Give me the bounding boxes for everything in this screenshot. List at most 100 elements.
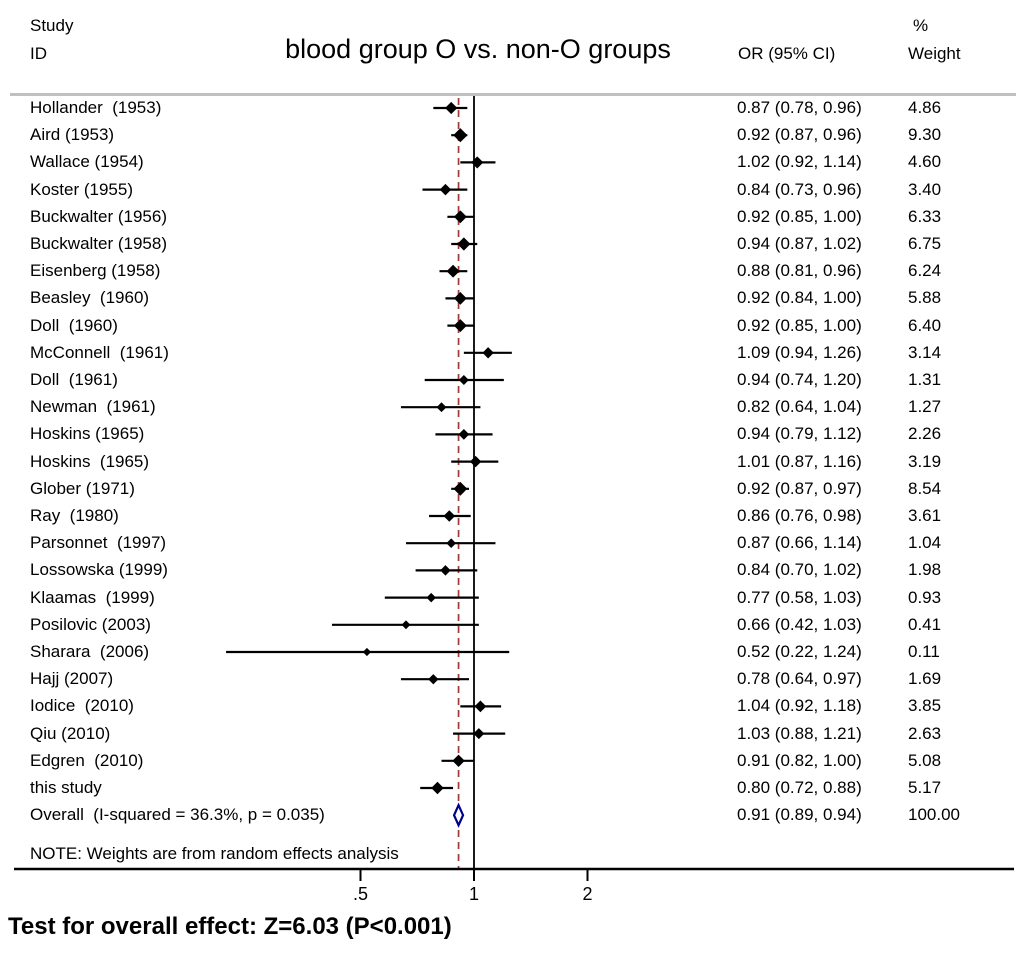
- ci-marker: [453, 481, 468, 496]
- study-or-value: 0.87 (0.66, 1.14): [737, 533, 862, 553]
- study-or-value: 1.04 (0.92, 1.18): [737, 696, 862, 716]
- ci-marker: [453, 292, 467, 305]
- study-or-value: 0.80 (0.72, 0.88): [737, 778, 862, 797]
- x-tick-label: .5: [352, 884, 368, 904]
- study-row-label: Wallace (1954): [30, 152, 144, 172]
- ci-marker: [401, 620, 411, 630]
- study-weight-value: 1.98: [908, 560, 942, 580]
- ci-marker: [436, 402, 447, 413]
- study-row-label: Doll (1961): [30, 370, 118, 389]
- study-weight-value: 1.04: [908, 533, 942, 553]
- study-weight-value: 3.14: [908, 342, 942, 362]
- study-weight-value: 5.08: [908, 750, 942, 770]
- study-or-value: 0.87 (0.78, 0.96): [737, 98, 862, 117]
- study-row-label: Newman (1961): [30, 397, 156, 417]
- study-or-value: 0.88 (0.81, 0.96): [737, 261, 862, 281]
- study-row-label: Aird (1953): [30, 125, 115, 145]
- study-row-label: Ray (1980): [30, 506, 119, 525]
- ci-marker: [473, 728, 485, 740]
- study-or-value: 0.92 (0.87, 0.97): [737, 478, 862, 498]
- ci-marker: [446, 538, 457, 549]
- study-weight-value: 1.69: [908, 669, 942, 689]
- overall-effect-test-text: Test for overall effect: Z=6.03 (P<0.001…: [8, 913, 452, 940]
- study-row-label: Koster (1955): [30, 179, 133, 199]
- overall-row-label: Overall (I-squared = 36.3%, p = 0.035): [30, 805, 325, 825]
- study-weight-value: 5.88: [908, 288, 942, 308]
- study-row-label: Posilovic (2003): [30, 614, 151, 634]
- study-or-value: 0.92 (0.84, 1.00): [737, 288, 862, 308]
- study-weight-value: 6.75: [908, 234, 942, 253]
- weight-col-header-line1: %: [913, 16, 929, 35]
- study-or-value: 0.82 (0.64, 1.04): [737, 397, 862, 417]
- study-weight-value: 6.24: [908, 261, 942, 281]
- ci-marker: [440, 565, 451, 576]
- study-weight-value: 4.60: [908, 152, 942, 172]
- weight-col-header-line2: Weight: [908, 44, 961, 63]
- study-row-label: Buckwalter (1958): [30, 234, 168, 253]
- ci-marker: [446, 264, 460, 278]
- study-row-label: McConnell (1961): [30, 342, 169, 362]
- study-or-value: 0.94 (0.87, 1.02): [737, 234, 862, 253]
- ci-marker: [474, 700, 487, 713]
- study-row-label: Hoskins (1965): [30, 451, 150, 471]
- study-or-value: 0.84 (0.70, 1.02): [737, 560, 862, 580]
- study-or-value: 0.86 (0.76, 0.98): [737, 506, 862, 525]
- study-weight-value: 9.30: [908, 125, 942, 145]
- study-weight-value: 100.00: [908, 805, 960, 825]
- or-col-header: OR (95% CI): [738, 44, 836, 63]
- ci-marker: [445, 101, 458, 115]
- ci-marker: [453, 128, 468, 143]
- random-effects-note: NOTE: Weights are from random effects an…: [30, 844, 399, 863]
- study-or-value: 0.84 (0.73, 0.96): [737, 179, 862, 199]
- study-weight-value: 0.93: [908, 587, 942, 607]
- x-tick-label: 2: [582, 884, 593, 904]
- ci-marker: [426, 592, 436, 603]
- study-row-label: Glober (1971): [30, 478, 135, 498]
- study-or-value: 0.91 (0.89, 0.94): [737, 805, 862, 825]
- study-row-label: Iodice (2010): [30, 696, 134, 716]
- study-row-label: Doll (1960): [30, 315, 118, 335]
- study-or-value: 0.77 (0.58, 1.03): [737, 587, 862, 607]
- x-tick-label: 1: [468, 884, 479, 904]
- study-weight-value: 8.54: [908, 478, 942, 498]
- study-weight-value: 3.40: [908, 179, 942, 199]
- ci-marker: [452, 754, 465, 767]
- study-weight-value: 5.17: [908, 778, 942, 797]
- ci-marker: [458, 429, 470, 440]
- ci-marker: [453, 319, 467, 333]
- ci-marker: [458, 375, 469, 385]
- study-weight-value: 0.11: [908, 642, 940, 661]
- ci-marker: [439, 183, 452, 196]
- study-row-label: Qiu (2010): [30, 723, 111, 743]
- study-row-label: Lossowska (1999): [30, 560, 168, 580]
- study-or-value: 0.92 (0.87, 0.96): [737, 125, 862, 145]
- study-weight-value: 2.26: [908, 424, 942, 444]
- study-weight-value: 4.86: [908, 98, 942, 117]
- study-or-value: 1.03 (0.88, 1.21): [737, 723, 862, 743]
- study-or-value: 0.94 (0.79, 1.12): [737, 424, 862, 444]
- study-or-value: 0.52 (0.22, 1.24): [737, 642, 862, 661]
- study-row-label: Hoskins (1965): [30, 424, 145, 444]
- study-or-value: 0.92 (0.85, 1.00): [737, 206, 862, 226]
- study-or-value: 1.01 (0.87, 1.16): [737, 451, 862, 471]
- study-row-label: Klaamas (1999): [30, 587, 155, 607]
- study-or-value: 0.94 (0.74, 1.20): [737, 370, 862, 389]
- ci-marker: [471, 156, 484, 169]
- study-or-value: 1.09 (0.94, 1.26): [737, 342, 862, 362]
- chart-title: blood group O vs. non-O groups: [285, 34, 671, 64]
- ci-marker: [453, 210, 467, 224]
- study-row-label: Beasley (1960): [30, 288, 150, 308]
- study-or-value: 0.92 (0.85, 1.00): [737, 315, 862, 335]
- study-or-value: 0.78 (0.64, 0.97): [737, 669, 862, 689]
- study-weight-value: 0.41: [908, 614, 942, 634]
- study-weight-value: 2.63: [908, 723, 942, 743]
- study-weight-value: 3.85: [908, 696, 942, 716]
- study-weight-value: 1.27: [908, 397, 942, 417]
- ci-marker: [362, 647, 371, 657]
- study-weight-value: 3.61: [908, 506, 942, 525]
- ci-marker: [457, 237, 471, 251]
- study-weight-value: 6.40: [908, 315, 942, 335]
- study-row-label: Buckwalter (1956): [30, 206, 168, 226]
- study-row-label: Hollander (1953): [30, 98, 162, 117]
